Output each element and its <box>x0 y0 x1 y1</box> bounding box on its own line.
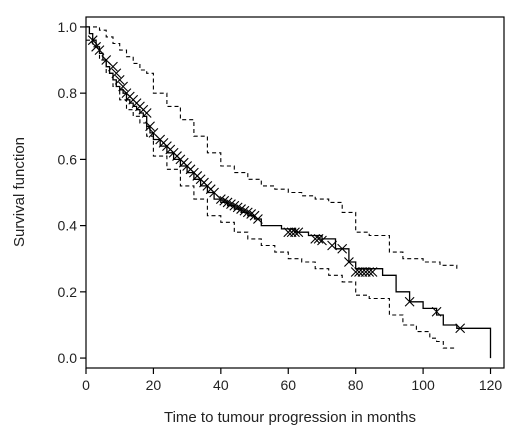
x-axis-ticks: 0 20 40 60 80 100 120 <box>82 368 502 393</box>
x-axis-title: Time to tumour progression in months <box>164 409 416 426</box>
censor-mark <box>317 235 327 246</box>
y-tick-label: 0.4 <box>58 218 78 234</box>
y-tick-label: 0.2 <box>58 284 78 300</box>
y-tick-label: 1.0 <box>58 19 78 35</box>
series-lines <box>86 26 492 359</box>
y-tick-label: 0.0 <box>58 350 78 366</box>
x-tick-label: 80 <box>348 377 364 393</box>
lower-ci-line <box>86 39 457 349</box>
y-axis-title: Survival function <box>11 137 28 247</box>
y-axis-ticks: 0.0 0.2 0.4 0.6 0.8 1.0 <box>58 19 86 366</box>
upper-ci-line <box>86 26 458 269</box>
y-tick-label: 0.6 <box>58 151 78 167</box>
x-tick-label: 100 <box>411 377 435 393</box>
x-tick-label: 120 <box>479 377 503 393</box>
x-tick-label: 60 <box>280 377 296 393</box>
plot-frame <box>85 16 505 369</box>
y-tick-label: 0.8 <box>58 85 78 101</box>
x-tick-label: 40 <box>213 377 229 393</box>
x-tick-label: 20 <box>146 377 162 393</box>
survival-curve <box>86 26 492 359</box>
x-tick-label: 0 <box>82 377 90 393</box>
censor-marks <box>87 35 466 334</box>
